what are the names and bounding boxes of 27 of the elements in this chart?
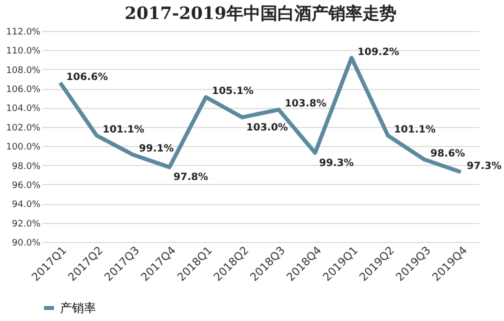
y-tick-label: 98.0%: [12, 162, 41, 172]
y-tick-label: 100.0%: [6, 142, 41, 153]
chart-title: 2017-2019年中国白酒产销率走势: [124, 4, 396, 24]
y-tick-label: 102.0%: [6, 123, 41, 134]
legend-label: 产销率: [60, 301, 96, 315]
data-label: 105.1%: [212, 86, 254, 98]
data-label: 101.1%: [394, 124, 436, 136]
data-label: 98.6%: [430, 148, 466, 160]
y-tick-label: 106.0%: [6, 85, 41, 96]
y-tick-label: 90.0%: [12, 238, 41, 248]
data-label: 97.3%: [466, 160, 502, 172]
line-series: [58, 56, 463, 174]
data-label: 97.8%: [173, 172, 208, 184]
y-tick-label: 112.0%: [6, 28, 41, 38]
y-tick-label: 108.0%: [6, 66, 41, 76]
data-label: 109.2%: [358, 46, 400, 58]
data-label: 99.3%: [319, 158, 354, 169]
data-label: 101.1%: [102, 124, 144, 136]
y-tick-label: 104.0%: [6, 104, 41, 114]
y-tick-label: 92.0%: [12, 219, 41, 230]
data-label: 99.1%: [139, 144, 174, 155]
data-label: 103.0%: [246, 122, 288, 134]
y-tick-label: 94.0%: [12, 200, 41, 210]
data-label: 106.6%: [66, 72, 108, 83]
data-label: 103.8%: [284, 98, 326, 110]
y-tick-label: 110.0%: [6, 46, 41, 57]
y-tick-label: 96.0%: [12, 180, 41, 191]
